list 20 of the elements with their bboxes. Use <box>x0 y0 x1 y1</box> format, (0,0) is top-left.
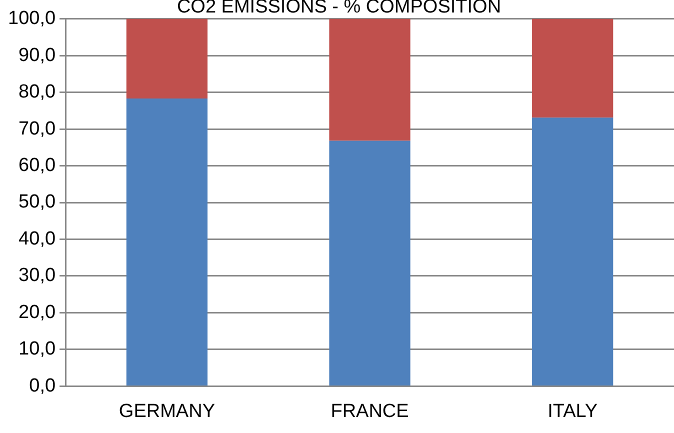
y-tick-label: 100,0 <box>8 8 56 30</box>
y-tick-label: 40,0 <box>18 228 56 250</box>
bar <box>126 18 208 99</box>
y-tick-label: 90,0 <box>18 44 56 66</box>
bar <box>329 140 410 386</box>
y-tick-label: 20,0 <box>18 302 56 323</box>
bar <box>126 98 208 386</box>
y-tick-label: 10,0 <box>18 338 56 360</box>
x-tick-label: GERMANY <box>118 400 216 422</box>
y-tick-label: 50,0 <box>18 192 56 213</box>
y-tick-label: 30,0 <box>18 265 56 286</box>
bar <box>329 18 410 141</box>
bar <box>532 118 614 386</box>
y-tick-label: 80,0 <box>18 82 56 103</box>
x-tick-label: ITALY <box>548 400 598 422</box>
bar <box>532 18 614 118</box>
y-tick-label: 0,0 <box>29 375 56 396</box>
y-tick-label: 60,0 <box>18 154 56 176</box>
x-tick-label: FRANCE <box>330 400 409 422</box>
y-tick-label: 70,0 <box>18 118 56 140</box>
